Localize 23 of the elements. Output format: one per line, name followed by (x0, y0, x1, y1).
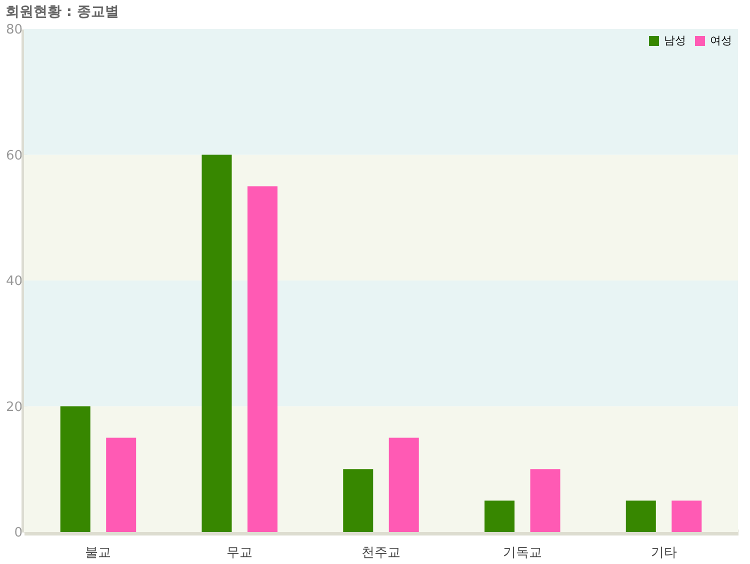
chart-title: 회원현황 : 종교별 (5, 4, 119, 20)
bar (343, 469, 374, 532)
bar (388, 438, 419, 532)
bar (202, 154, 232, 532)
bar (530, 469, 560, 532)
bar (247, 186, 278, 532)
legend-label: 여성 (710, 34, 732, 47)
bar (626, 500, 656, 532)
bar (672, 500, 702, 532)
x-tick-label: 불교 (85, 546, 112, 560)
bar (60, 406, 90, 532)
bar (484, 500, 515, 532)
x-tick-label: 기타 (650, 546, 677, 560)
y-tick-label: 60 (6, 148, 22, 164)
bar (106, 438, 136, 532)
x-tick-label: 기독교 (502, 546, 542, 560)
y-tick-label: 0 (14, 526, 22, 540)
y-tick-label: 20 (6, 400, 22, 415)
y-tick-label: 40 (6, 274, 22, 289)
x-tick-label: 무교 (226, 546, 253, 560)
y-tick-label: 80 (6, 22, 22, 38)
legend-label: 남성 (664, 34, 686, 47)
x-tick-label: 천주교 (362, 546, 400, 560)
